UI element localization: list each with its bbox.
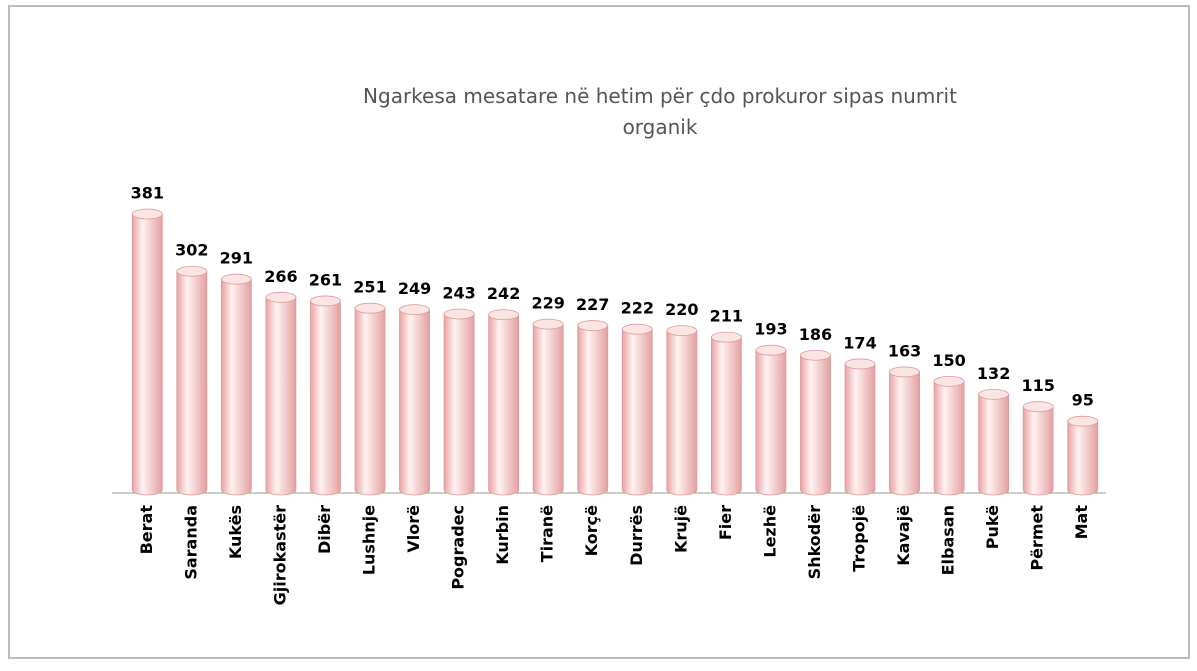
x-tick-label: Vlorë [404,505,423,553]
bar-cap [443,308,475,320]
bar-cap [488,309,520,321]
x-tick-label: Shkodër [805,505,824,579]
x-tick-label: Saranda [181,505,200,580]
bar-cap [310,295,341,307]
x-tick-label: Kukës [226,505,245,559]
x-tick-label: Fier [716,505,735,540]
x-tick-label: Përmet [1028,505,1047,571]
x-tick-label: Dibër [315,505,334,554]
x-tick-label: Krujë [671,505,690,553]
data-label: 266 [264,267,297,286]
bar-cap [844,358,876,370]
bar-cap [710,331,742,343]
x-tick-label: Mat [1072,505,1091,540]
data-label: 242 [487,284,520,303]
bar [443,313,475,496]
x-tick-label: Tropojë [850,505,869,572]
x-tick-label: Kavajë [894,505,913,566]
data-label: 193 [754,320,787,339]
data-label: 291 [220,249,253,268]
bar-cap [220,273,252,285]
bar [844,363,876,496]
x-tick-label: Tiranë [538,505,557,562]
bar-cap [889,366,920,378]
data-label: 115 [1021,376,1054,395]
bar-cap [978,388,1010,400]
x-tick-label: Pukë [983,505,1002,549]
bar [933,380,965,496]
bar [755,349,787,496]
bar-cap [532,318,564,330]
bar [666,330,698,496]
x-tick-label: Berat [137,505,156,555]
data-label: 174 [843,333,876,352]
bar-cap [755,344,787,356]
x-tick-label: Lushnje [360,505,379,575]
data-label: 163 [888,341,921,360]
data-label: 302 [175,241,208,260]
bar [176,270,208,496]
bar [265,296,297,496]
x-tick-label: Korçë [582,505,601,556]
data-label: 222 [621,299,654,318]
bar-cap [800,349,831,361]
bar-cap [621,323,653,335]
data-label: 211 [710,307,743,326]
data-label: 261 [309,270,342,289]
bar [488,314,520,496]
data-label: 243 [442,283,475,302]
bar [310,300,341,496]
x-tick-label: Durrës [627,505,646,566]
data-label: 251 [353,278,386,297]
bar-cap [131,208,163,220]
data-label: 95 [1072,391,1094,410]
bar-cap [1067,415,1099,427]
x-tick-label: Lezhë [760,505,779,558]
bar [354,307,386,496]
bar [889,371,920,496]
x-tick-label: Gjirokastër [270,505,289,605]
bar-cap [354,302,386,314]
bar [710,336,742,496]
x-tick-label: Pogradec [449,505,468,590]
data-label: 150 [932,351,965,370]
data-label: 249 [398,279,431,298]
data-label: 381 [131,184,164,203]
bar-cap [399,304,430,316]
bar [577,325,609,496]
data-label: 132 [977,364,1010,383]
bar-cap [1022,401,1054,413]
bar [1022,406,1054,496]
x-tick-label: Kurbin [493,505,512,565]
bar [131,213,163,496]
bar [532,323,564,496]
data-label: 227 [576,295,609,314]
bar-cap [265,291,297,303]
bar-cap [666,325,698,337]
data-label: 186 [799,325,832,344]
data-label: 229 [531,294,564,313]
bar [978,393,1010,496]
bar [1067,420,1099,496]
bar [220,278,252,496]
x-tick-label: Elbasan [939,505,958,575]
bar-cap [933,375,965,387]
bar-cap [577,320,609,331]
chart-title: Ngarkesa mesatare në hetim për çdo proku… [363,84,957,139]
bar-cap [176,265,208,277]
bar [800,354,831,496]
data-label: 220 [665,300,698,319]
bar [399,309,430,496]
bar [621,328,653,496]
